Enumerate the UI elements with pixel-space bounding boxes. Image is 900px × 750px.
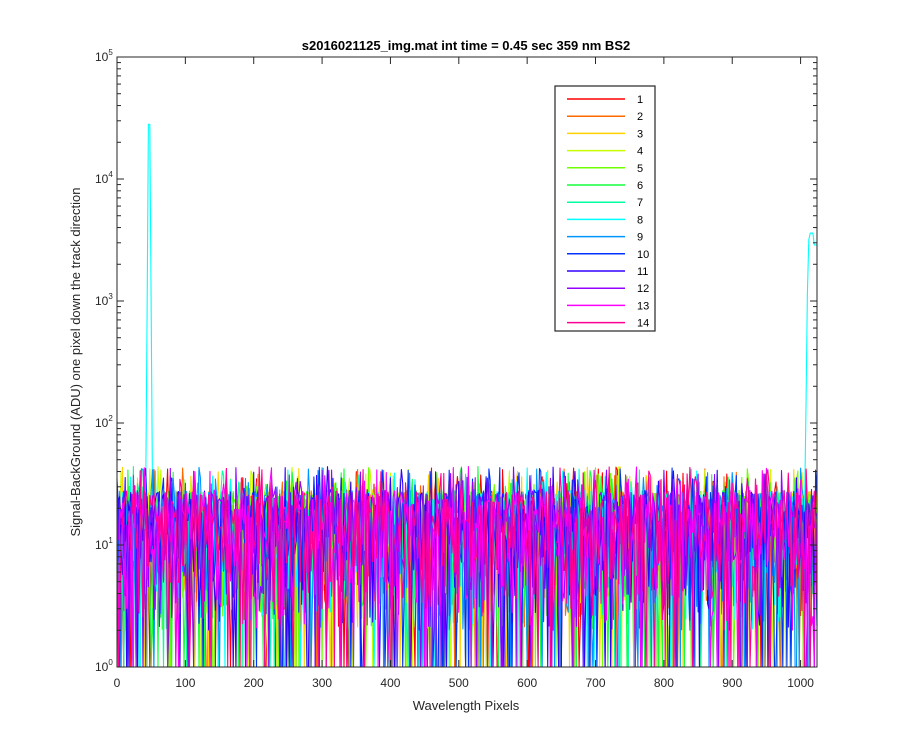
legend-label-14: 14 [637,318,649,330]
y-tick-base: 10 [95,50,109,64]
series-line-11 [116,466,818,668]
legend-label-13: 13 [637,300,649,312]
axis-ticks: 0 100 200 300 400 500 600 700 800 900 100010010110… [95,48,817,690]
series-line-14 [116,466,818,668]
x-tick-label: 100 [175,676,195,690]
x-tick-label: 700 [586,676,606,690]
y-tick-label: 102 [95,414,113,430]
series-line-13 [116,466,818,668]
legend-label-10: 10 [637,249,649,261]
legend-label-12: 12 [637,283,649,295]
y-tick-exponent: 1 [108,536,113,545]
x-tick-label: 200 [244,676,264,690]
y-tick-base: 10 [95,294,109,308]
legend-label-11: 11 [637,266,648,278]
y-axis-label: Signal-BackGround (ADU) one pixel down t… [68,187,83,536]
x-tick-label: 0 [114,676,121,690]
y-tick-label: 103 [95,292,113,308]
x-axis-label: Wavelength Pixels [413,698,520,713]
y-tick-label: 101 [95,536,113,552]
y-tick-base: 10 [95,538,109,552]
chart-title: s2016021125_img.mat int time = 0.45 sec … [302,38,630,53]
x-tick-label: 400 [380,676,400,690]
x-tick-label: 1000 [787,676,814,690]
legend-label-8: 8 [637,214,643,226]
legend-label-2: 2 [637,111,643,123]
y-tick-exponent: 4 [108,170,113,179]
y-tick-base: 10 [95,172,109,186]
x-tick-label: 800 [654,676,674,690]
y-tick-exponent: 3 [108,292,113,301]
legend-label-4: 4 [637,146,643,158]
x-tick-label: 900 [722,676,742,690]
y-tick-label: 104 [95,170,113,186]
legend-label-6: 6 [637,180,643,192]
y-tick-exponent: 5 [108,48,113,57]
axes-box [116,56,818,668]
y-tick-base: 10 [95,660,109,674]
legend-label-7: 7 [637,197,643,209]
legend-label-1: 1 [637,94,643,106]
legend-label-3: 3 [637,128,643,140]
y-tick-exponent: 2 [108,414,113,423]
x-tick-label: 500 [449,676,469,690]
y-tick-label: 100 [95,658,113,674]
plot-area: 0 100 200 300 400 500 600 700 800 900 100010010110… [95,48,818,690]
legend-label-9: 9 [637,232,643,244]
y-tick-base: 10 [95,416,109,430]
series-line-12 [116,466,818,668]
y-tick-label: 105 [95,48,113,64]
series-lines [116,123,818,668]
y-tick-exponent: 0 [108,658,113,667]
legend-box [554,85,656,332]
legend-label-5: 5 [637,163,643,175]
x-tick-label: 600 [517,676,537,690]
x-tick-label: 300 [312,676,332,690]
